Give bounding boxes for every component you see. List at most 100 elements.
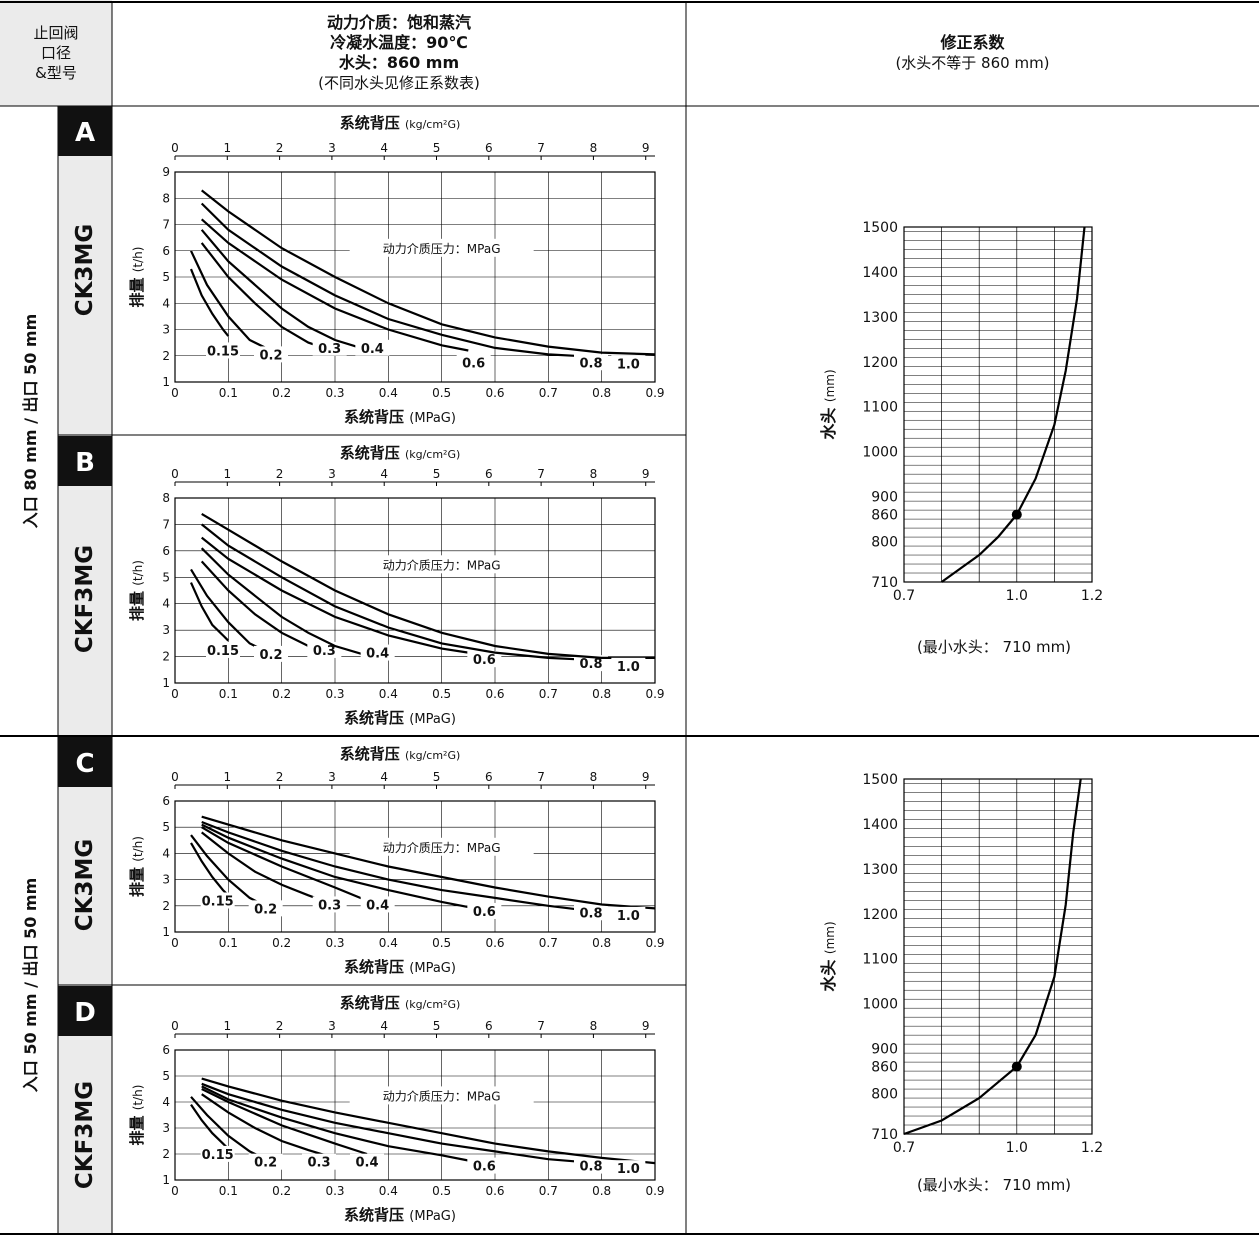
curve-label-bg-A-0 bbox=[206, 342, 240, 359]
top-tick-label-B-1: 1 bbox=[223, 467, 231, 481]
y-tick-label-D-1: 2 bbox=[162, 1147, 170, 1161]
chart-D: D 系统背压 (kg/cm²G)0 1 2 3 4 5 6 7 8 90 0.1 0.2 0.3 0.4 0.… bbox=[58, 986, 665, 1224]
y-tick-label-B-7: 8 bbox=[162, 491, 170, 505]
top-tick-label-D-5: 5 bbox=[433, 1019, 441, 1033]
curve-label-bg-C-4 bbox=[467, 902, 502, 919]
top-tick-label-D-7: 7 bbox=[537, 1019, 545, 1033]
top-axis-title-C: 系统背压 (kg/cm²G) bbox=[340, 745, 461, 763]
y-tick-label-D-3: 4 bbox=[162, 1095, 170, 1109]
curve-label-bg-D-6 bbox=[611, 1160, 646, 1177]
model-column-bg bbox=[58, 106, 112, 1234]
x-tick-label-F-0: 0.7 bbox=[893, 1140, 915, 1156]
curve-D-0.2 bbox=[190, 1096, 261, 1158]
curve-label-bg-D-2 bbox=[302, 1153, 336, 1170]
curve-label-bg-A-4 bbox=[456, 354, 491, 371]
curve-A-0.3 bbox=[200, 242, 325, 349]
top-tick-label-C-2: 2 bbox=[276, 770, 284, 784]
top-tick-label-C-3: 3 bbox=[328, 770, 336, 784]
curve-label-bg-C-2 bbox=[312, 896, 347, 913]
x-tick-label-C-0: 0 bbox=[171, 936, 179, 950]
y-tick-label-A-6: 7 bbox=[162, 218, 170, 232]
curve-label-bg-A-6 bbox=[611, 355, 646, 372]
plot-area-E bbox=[903, 226, 1093, 583]
y-tick-label-A-5: 6 bbox=[162, 244, 170, 258]
correction-chart-80-50: 710 800 860 900 1000 1100 1200 1300 1400 1500 0.7 1… bbox=[819, 220, 1103, 656]
min-head-note-F: (最小水头： 710 mm) bbox=[917, 1176, 1071, 1194]
top-tick-label-A-4: 4 bbox=[380, 141, 388, 155]
x-tick-label-A-9: 0.9 bbox=[645, 386, 664, 400]
curve-C-0.15 bbox=[190, 842, 230, 897]
top-tick-label-A-6: 6 bbox=[485, 141, 493, 155]
x-tick-label-A-6: 0.6 bbox=[485, 386, 504, 400]
x-tick-label-D-0: 0 bbox=[171, 1184, 179, 1198]
y-tick-label-A-1: 2 bbox=[162, 349, 170, 363]
curve-label-B-0.15: 0.15 bbox=[207, 644, 239, 659]
x-tick-label-D-3: 0.3 bbox=[325, 1184, 344, 1198]
top-tick-label-D-0: 0 bbox=[171, 1019, 179, 1033]
top-tick-label-B-3: 3 bbox=[328, 467, 336, 481]
letter-badge-B bbox=[58, 436, 112, 486]
y-tick-label-E-6: 1200 bbox=[862, 355, 898, 371]
curve-label-C-0.2: 0.2 bbox=[254, 902, 277, 917]
curve-label-bg-D-0 bbox=[200, 1145, 235, 1162]
x-tick-label-B-8: 0.8 bbox=[592, 687, 611, 701]
x-tick-label-D-1: 0.1 bbox=[219, 1184, 238, 1198]
x-tick-label-C-5: 0.5 bbox=[432, 936, 451, 950]
legend-title-B: 动力介质压力：MPaG bbox=[383, 558, 501, 572]
curve-label-D-0.4: 0.4 bbox=[355, 1156, 378, 1171]
curve-label-B-0.4: 0.4 bbox=[366, 647, 389, 662]
y-axis-title-E: 水头 (mm) bbox=[819, 369, 838, 439]
header-col1-line2: 口径 bbox=[40, 44, 71, 62]
curve-label-bg-A-5 bbox=[574, 354, 608, 371]
y-tick-label-E-7: 1300 bbox=[862, 310, 898, 326]
x-tick-label-D-9: 0.9 bbox=[645, 1184, 664, 1198]
y-tick-label-B-6: 7 bbox=[162, 517, 170, 531]
top-tick-label-D-6: 6 bbox=[485, 1019, 493, 1033]
y-tick-label-E-4: 1000 bbox=[862, 445, 898, 461]
curve-label-A-0.4: 0.4 bbox=[361, 342, 384, 357]
size-label-80-50: 入口 80 mm / 出口 50 mm bbox=[21, 313, 40, 529]
x-tick-label-A-0: 0 bbox=[171, 386, 179, 400]
top-tick-label-A-9: 9 bbox=[642, 141, 650, 155]
top-tick-label-A-1: 1 bbox=[223, 141, 231, 155]
curve-label-C-0.15: 0.15 bbox=[202, 894, 234, 909]
y-tick-label-B-2: 3 bbox=[162, 623, 170, 637]
curve-A-0.4 bbox=[200, 229, 357, 348]
y-tick-label-F-5: 1100 bbox=[862, 952, 898, 968]
curve-D-0.15 bbox=[190, 1103, 230, 1150]
curve-A-0.15 bbox=[189, 268, 230, 337]
top-tick-label-B-6: 6 bbox=[485, 467, 493, 481]
y-tick-label-C-3: 4 bbox=[162, 846, 170, 860]
x-axis-title-B: 系统背压 (MPaG) bbox=[344, 709, 456, 727]
top-tick-label-B-8: 8 bbox=[590, 467, 598, 481]
chart-C: C 系统背压 (kg/cm²G)0 1 2 3 4 5 6 7 8 90 0.1 0.2 0.3 0.4 0.… bbox=[58, 737, 665, 976]
curve-B-0.4 bbox=[200, 547, 363, 655]
y-tick-label-E-3: 900 bbox=[871, 490, 898, 506]
curve-B-1.0 bbox=[201, 512, 655, 659]
y-tick-label-A-4: 5 bbox=[162, 270, 170, 284]
curve-label-B-0.6: 0.6 bbox=[473, 653, 496, 668]
curve-label-bg-C-0 bbox=[200, 892, 235, 909]
curve-label-bg-A-3 bbox=[355, 339, 390, 356]
curve-A-0.2 bbox=[190, 250, 267, 349]
y-tick-label-F-0: 710 bbox=[871, 1127, 898, 1143]
top-tick-label-D-3: 3 bbox=[328, 1019, 336, 1033]
curve-label-D-0.8: 0.8 bbox=[579, 1160, 602, 1175]
y-tick-label-B-0: 1 bbox=[162, 676, 170, 690]
y-tick-label-A-3: 4 bbox=[162, 296, 170, 310]
top-tick-label-C-4: 4 bbox=[380, 770, 388, 784]
x-tick-label-B-5: 0.5 bbox=[432, 687, 451, 701]
top-axis-title-B: 系统背压 (kg/cm²G) bbox=[340, 444, 461, 462]
plot-area-F bbox=[903, 778, 1093, 1135]
y-tick-label-C-2: 3 bbox=[162, 873, 170, 887]
y-tick-label-E-8: 1400 bbox=[862, 265, 898, 281]
x-tick-label-D-2: 0.2 bbox=[272, 1184, 291, 1198]
curve-A-0.6 bbox=[200, 218, 469, 352]
plot-area-A bbox=[174, 171, 656, 383]
x-tick-label-C-3: 0.3 bbox=[325, 936, 344, 950]
curve-B-0.8 bbox=[201, 523, 576, 661]
top-tick-label-B-7: 7 bbox=[537, 467, 545, 481]
letter-D: D bbox=[74, 998, 96, 1028]
top-tick-label-C-6: 6 bbox=[485, 770, 493, 784]
